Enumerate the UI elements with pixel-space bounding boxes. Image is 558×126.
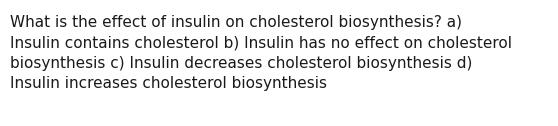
- Text: What is the effect of insulin on cholesterol biosynthesis? a)
Insulin contains c: What is the effect of insulin on cholest…: [10, 15, 512, 91]
